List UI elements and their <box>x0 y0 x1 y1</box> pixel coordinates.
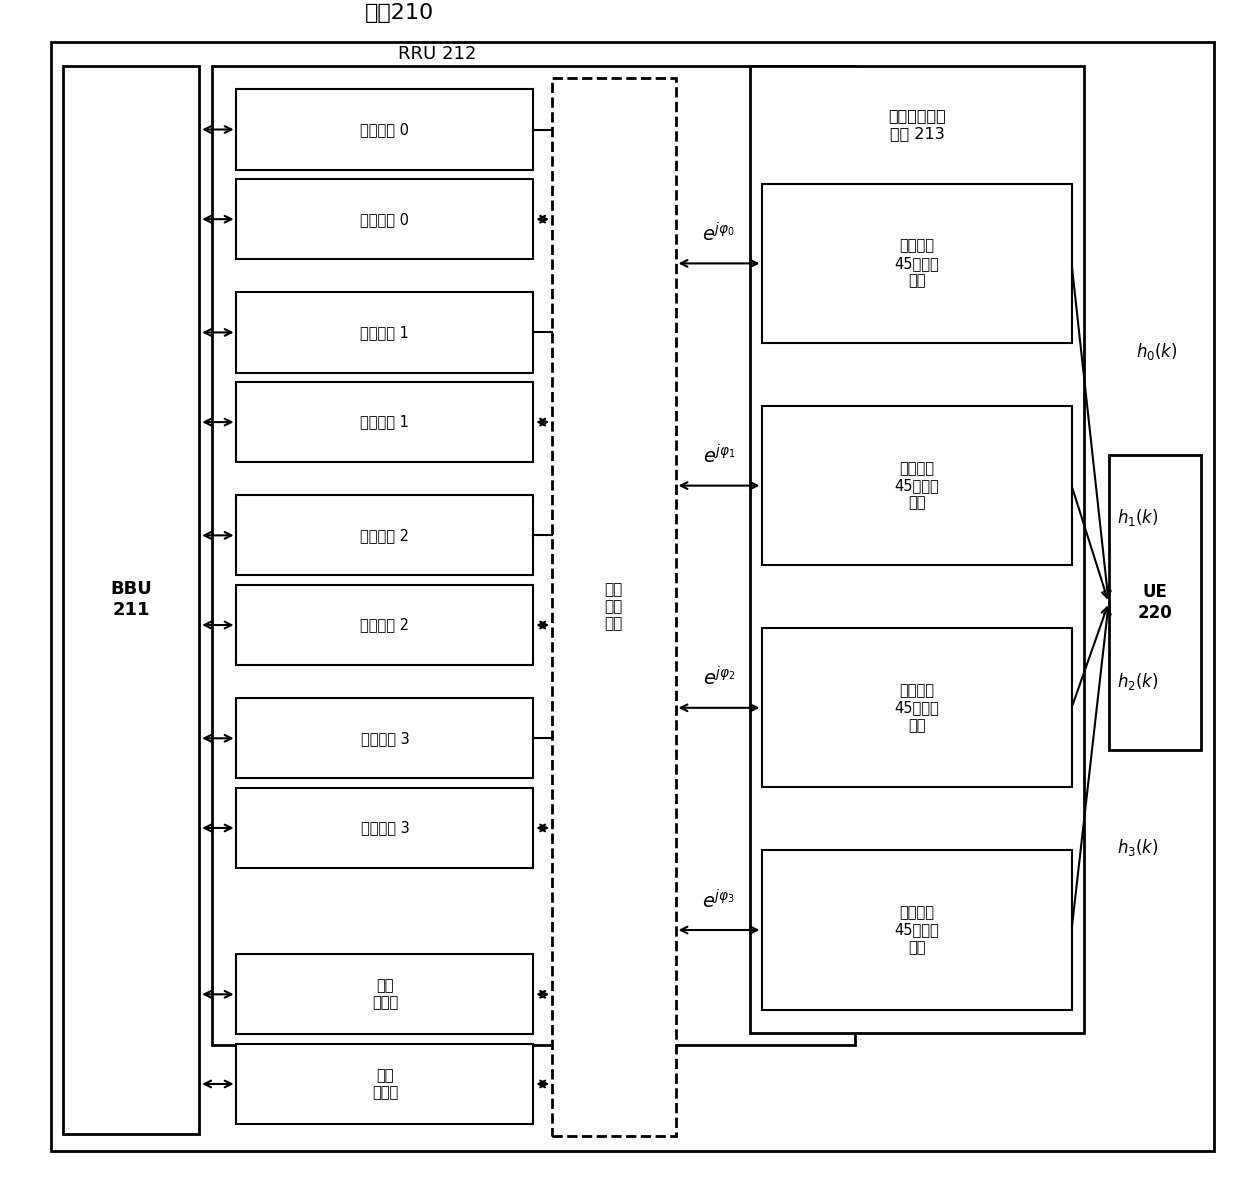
Bar <box>763 628 1071 788</box>
Text: 第一列正
45度极化
天线: 第一列正 45度极化 天线 <box>894 239 940 289</box>
Bar <box>763 851 1071 1010</box>
Bar <box>212 65 856 1045</box>
Text: $e^{j\varphi_1}$: $e^{j\varphi_1}$ <box>703 444 735 468</box>
Text: $e^{j\varphi_3}$: $e^{j\varphi_3}$ <box>702 889 735 912</box>
Text: $e^{j\varphi_2}$: $e^{j\varphi_2}$ <box>703 666 735 690</box>
Text: 校正
发通道: 校正 发通道 <box>372 978 398 1011</box>
Text: 发射通道 2: 发射通道 2 <box>361 527 409 543</box>
Bar <box>237 1044 533 1124</box>
Text: 校正
收通道: 校正 收通道 <box>372 1068 398 1100</box>
Bar <box>237 954 533 1035</box>
Text: 接收通道 1: 接收通道 1 <box>361 415 409 430</box>
Bar <box>237 292 533 373</box>
Text: $e^{j\varphi_0}$: $e^{j\varphi_0}$ <box>702 222 735 246</box>
Text: 校正
耦合
电路: 校正 耦合 电路 <box>605 582 622 632</box>
Bar <box>237 383 533 462</box>
Bar <box>237 89 533 170</box>
Text: $h_1(k)$: $h_1(k)$ <box>1117 506 1158 527</box>
Text: $h_3(k)$: $h_3(k)$ <box>1117 838 1158 858</box>
Text: 接收通道 2: 接收通道 2 <box>361 618 409 632</box>
Bar <box>763 406 1071 565</box>
Text: 基站210: 基站210 <box>365 2 434 23</box>
Text: 发射通道 3: 发射通道 3 <box>361 731 409 746</box>
Bar <box>763 184 1071 343</box>
Text: $h_2(k)$: $h_2(k)$ <box>1117 671 1158 693</box>
Bar <box>237 179 533 259</box>
Text: UE
220: UE 220 <box>1138 583 1173 623</box>
Text: 双列交叉极化
天线 213: 双列交叉极化 天线 213 <box>888 108 946 141</box>
Text: 接收通道 3: 接收通道 3 <box>361 821 409 835</box>
Text: 发射通道 1: 发射通道 1 <box>361 326 409 340</box>
Bar <box>63 65 200 1133</box>
Text: 第一列负
45度极化
天线: 第一列负 45度极化 天线 <box>894 461 940 511</box>
Bar <box>237 788 533 868</box>
Bar <box>237 495 533 575</box>
Text: 接收通道 0: 接收通道 0 <box>361 211 409 227</box>
Bar <box>1109 455 1202 750</box>
Bar <box>750 65 1084 1034</box>
Text: $h_0(k)$: $h_0(k)$ <box>1136 341 1177 361</box>
Text: 第二列正
45度极化
天线: 第二列正 45度极化 天线 <box>894 683 940 733</box>
Bar <box>237 699 533 778</box>
Text: RRU 212: RRU 212 <box>398 45 476 63</box>
Text: 发射通道 0: 发射通道 0 <box>361 122 409 137</box>
Text: 第二列负
45度极化
天线: 第二列负 45度极化 天线 <box>894 905 940 955</box>
Bar <box>237 584 533 665</box>
Bar <box>552 77 676 1136</box>
Text: BBU
211: BBU 211 <box>110 580 153 619</box>
